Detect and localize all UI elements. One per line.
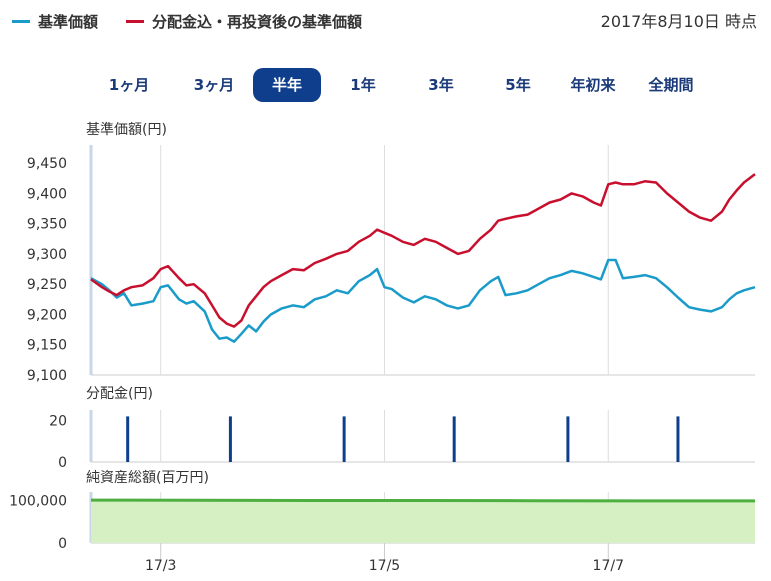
- tab-1-year[interactable]: 1年: [350, 76, 376, 94]
- y-tick-label: 9,350: [27, 217, 67, 233]
- net-assets-panel-ylabel: 純資産総額(百万円): [86, 470, 209, 486]
- tab-1-month[interactable]: 1ヶ月: [108, 76, 150, 94]
- legend-label-nav: 基準価額: [38, 12, 99, 31]
- nav-panel-ylabel: 基準価額(円): [86, 121, 167, 138]
- tab-all-period[interactable]: 全期間: [648, 76, 694, 94]
- y-tick-label: 9,150: [27, 338, 67, 354]
- tab-3-months[interactable]: 3ヶ月: [193, 76, 235, 94]
- y-tick-label: 9,100: [27, 368, 67, 384]
- y-tick-label: 9,450: [27, 156, 67, 172]
- legend-swatch-reinvest: [126, 19, 145, 23]
- y-tick-label: 9,400: [27, 186, 67, 202]
- tab-ytd[interactable]: 年初来: [570, 76, 616, 94]
- legend: 基準価額 分配金込・再投資後の基準価額: [12, 10, 390, 32]
- y-tick-label: 9,200: [27, 307, 67, 323]
- y-tick-label: 100,000: [9, 494, 67, 510]
- distribution-panel-ylabel: 分配金(円): [86, 386, 153, 402]
- tab-6-months[interactable]: 半年: [253, 68, 321, 102]
- y-tick-label: 9,300: [27, 247, 67, 263]
- y-tick-label: 0: [58, 536, 67, 552]
- x-tick-label: 17/3: [145, 558, 176, 574]
- tab-5-years[interactable]: 5年: [505, 76, 531, 94]
- legend-swatch-nav: [12, 19, 30, 23]
- legend-item-nav: 基準価額: [12, 11, 98, 32]
- x-tick-label: 17/5: [369, 558, 400, 574]
- x-tick-label: 17/7: [593, 558, 624, 574]
- y-tick-label: 0: [58, 455, 67, 471]
- net-assets-area: [91, 500, 755, 543]
- reinvest-series-line: [90, 173, 756, 328]
- legend-label-reinvest: 分配金込・再投資後の基準価額: [152, 12, 363, 31]
- period-tabs: 1ヶ月 3ヶ月 半年 1年 3年 5年 年初来 全期間: [100, 68, 720, 102]
- tab-3-years[interactable]: 3年: [428, 76, 454, 94]
- y-tick-label: 9,250: [27, 277, 67, 293]
- legend-item-reinvest: 分配金込・再投資後の基準価額: [126, 11, 362, 32]
- net-assets-line: [90, 498, 755, 503]
- as-of-date: 2017年8月10日 時点: [600, 12, 757, 31]
- nav-series-line: [90, 258, 756, 343]
- y-tick-label: 20: [49, 413, 67, 429]
